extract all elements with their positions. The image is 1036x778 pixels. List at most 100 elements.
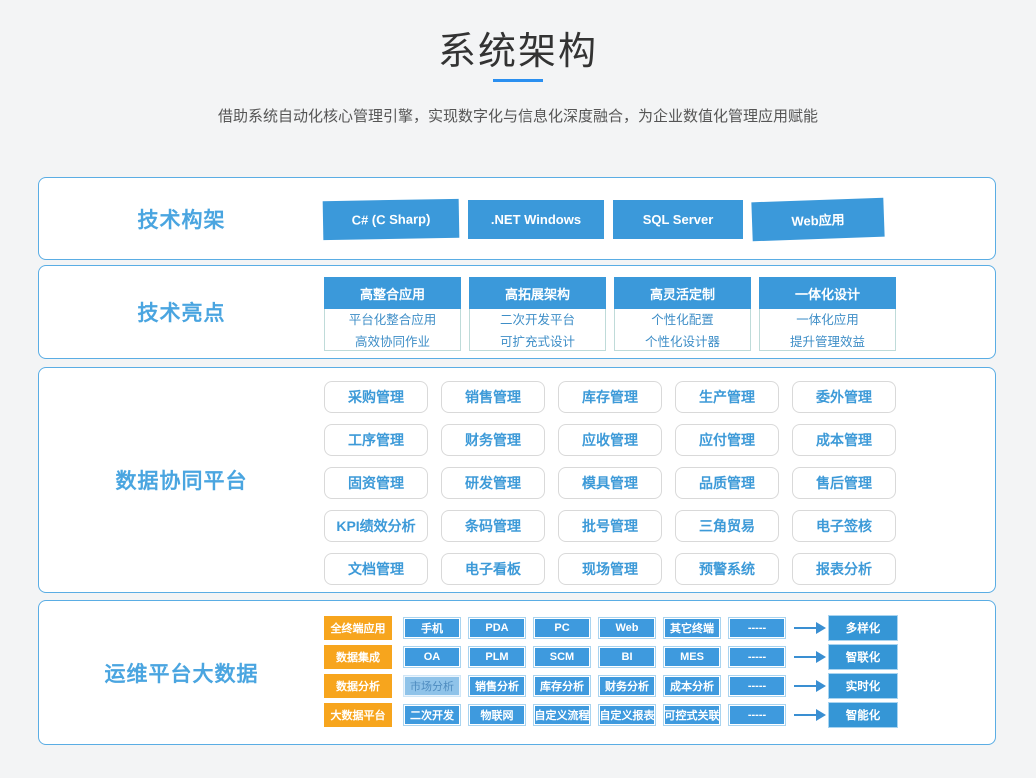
ops-cell-ellipsis: ----- [728, 704, 786, 726]
ops-cell: Web [598, 617, 656, 639]
module-chip: 品质管理 [675, 467, 779, 499]
module-chip: 应付管理 [675, 424, 779, 456]
ops-cell: MES [663, 646, 721, 668]
ops-cell: 其它终端 [663, 617, 721, 639]
ops-result: 智能化 [828, 702, 898, 728]
ops-cell: BI [598, 646, 656, 668]
ops-row-label: 数据分析 [324, 674, 392, 698]
ops-row-analysis: 数据分析 市场分析 销售分析 库存分析 财务分析 成本分析 ----- 实时化 [39, 673, 995, 699]
highlight-card-body: 平台化整合应用 高效协同作业 [324, 309, 461, 351]
module-chip: 文档管理 [324, 553, 428, 585]
module-chip: 应收管理 [558, 424, 662, 456]
ops-cell: 成本分析 [663, 675, 721, 697]
ops-cell: PLM [468, 646, 526, 668]
ops-cell-ellipsis: ----- [728, 617, 786, 639]
highlight-line: 一体化应用 [796, 313, 859, 327]
section-tech-highlights: 技术亮点 高整合应用 平台化整合应用 高效协同作业 高拓展架构 二次开发平台 可… [38, 265, 996, 359]
ops-cell: PDA [468, 617, 526, 639]
ops-cell: 财务分析 [598, 675, 656, 697]
ops-result: 多样化 [828, 615, 898, 641]
arrow-right-icon [794, 709, 826, 721]
ops-result: 实时化 [828, 673, 898, 699]
arrow-right-icon [794, 651, 826, 663]
ops-cell: PC [533, 617, 591, 639]
ops-cell: 自定义报表 [598, 704, 656, 726]
ops-row-label: 大数据平台 [324, 703, 392, 727]
highlight-line: 个性化配置 [651, 313, 714, 327]
module-chip: 固资管理 [324, 467, 428, 499]
module-chip: 生产管理 [675, 381, 779, 413]
ops-cell: 市场分析 [403, 675, 461, 697]
section-data-platform: 数据协同平台 采购管理 销售管理 库存管理 生产管理 委外管理 工序管理 财务管… [38, 367, 996, 593]
tech-framework-items: C# (C Sharp) .NET Windows SQL Server Web… [322, 197, 885, 242]
ops-cell-ellipsis: ----- [728, 675, 786, 697]
arrow-right-icon [794, 680, 826, 692]
section-ops-platform: 运维平台大数据 全终端应用 手机 PDA PC Web 其它终端 ----- 多… [38, 600, 996, 745]
highlight-cards: 高整合应用 平台化整合应用 高效协同作业 高拓展架构 二次开发平台 可扩充式设计… [324, 277, 896, 351]
section-title-tech-highlights: 技术亮点 [137, 302, 226, 325]
section-title-ops-platform: 运维平台大数据 [104, 662, 259, 686]
ops-cell: 手机 [403, 617, 461, 639]
ops-result: 智联化 [828, 644, 898, 670]
highlight-line: 可扩充式设计 [499, 335, 575, 349]
ops-row-bigdata: 大数据平台 二次开发 物联网 自定义流程 自定义报表 可控式关联 ----- 智… [39, 702, 995, 728]
module-chip: 财务管理 [441, 424, 545, 456]
module-chip: 电子看板 [441, 553, 545, 585]
highlight-line: 个性化设计器 [644, 335, 720, 349]
tech-item-web: Web应用 [751, 197, 885, 242]
highlight-card-header: 高拓展架构 [469, 277, 606, 309]
ops-cell-ellipsis: ----- [728, 646, 786, 668]
highlight-card-header: 一体化设计 [759, 277, 896, 309]
title-underline [493, 79, 543, 82]
ops-cell: OA [403, 646, 461, 668]
section-title-data-platform: 数据协同平台 [115, 470, 248, 493]
ops-cell: SCM [533, 646, 591, 668]
ops-cell: 自定义流程 [533, 704, 591, 726]
highlight-card-header: 高整合应用 [324, 277, 461, 309]
module-chip: 研发管理 [441, 467, 545, 499]
highlight-line: 提升管理效益 [789, 335, 865, 349]
ops-row-label: 数据集成 [324, 645, 392, 669]
ops-row-terminals: 全终端应用 手机 PDA PC Web 其它终端 ----- 多样化 [39, 615, 995, 641]
module-chip: 委外管理 [792, 381, 896, 413]
ops-row-label: 全终端应用 [324, 616, 392, 640]
highlight-line: 高效协同作业 [354, 335, 430, 349]
module-chip: 销售管理 [441, 381, 545, 413]
module-chip: 采购管理 [324, 381, 428, 413]
highlight-card-body: 一体化应用 提升管理效益 [759, 309, 896, 351]
module-chip: 售后管理 [792, 467, 896, 499]
module-chip: 条码管理 [441, 510, 545, 542]
ops-cell: 库存分析 [533, 675, 591, 697]
highlight-card-body: 二次开发平台 可扩充式设计 [469, 309, 606, 351]
highlight-line: 平台化整合应用 [348, 313, 437, 327]
tech-item-csharp: C# (C Sharp) [322, 198, 460, 241]
module-chip: KPI绩效分析 [324, 510, 428, 542]
arrow-right-icon [794, 622, 826, 634]
ops-rows: 全终端应用 手机 PDA PC Web 其它终端 ----- 多样化 数据集成 … [39, 615, 995, 732]
ops-cell: 可控式关联 [663, 704, 721, 726]
module-chip: 电子签核 [792, 510, 896, 542]
ops-row-integration: 数据集成 OA PLM SCM BI MES ----- 智联化 [39, 644, 995, 670]
module-chip: 三角贸易 [675, 510, 779, 542]
highlight-card: 一体化设计 一体化应用 提升管理效益 [759, 277, 896, 351]
ops-cell: 物联网 [468, 704, 526, 726]
section-title-tech-framework: 技术构架 [137, 208, 226, 232]
module-chip: 模具管理 [558, 467, 662, 499]
highlight-card: 高灵活定制 个性化配置 个性化设计器 [614, 277, 751, 351]
module-chip: 批号管理 [558, 510, 662, 542]
page-title: 系统架构 [437, 31, 598, 73]
module-chip: 成本管理 [792, 424, 896, 456]
ops-cell: 销售分析 [468, 675, 526, 697]
section-tech-framework: 技术构架 C# (C Sharp) .NET Windows SQL Serve… [38, 177, 996, 260]
module-chip: 预警系统 [675, 553, 779, 585]
highlight-card: 高整合应用 平台化整合应用 高效协同作业 [324, 277, 461, 351]
tech-item-sqlserver: SQL Server [613, 200, 743, 239]
module-chip: 工序管理 [324, 424, 428, 456]
page-subtitle: 借助系统自动化核心管理引擎，实现数字化与信息化深度融合，为企业数值化管理应用赋能 [217, 108, 818, 125]
module-chip: 报表分析 [792, 553, 896, 585]
highlight-card-header: 高灵活定制 [614, 277, 751, 309]
module-chip: 现场管理 [558, 553, 662, 585]
ops-cell: 二次开发 [403, 704, 461, 726]
highlight-card-body: 个性化配置 个性化设计器 [614, 309, 751, 351]
